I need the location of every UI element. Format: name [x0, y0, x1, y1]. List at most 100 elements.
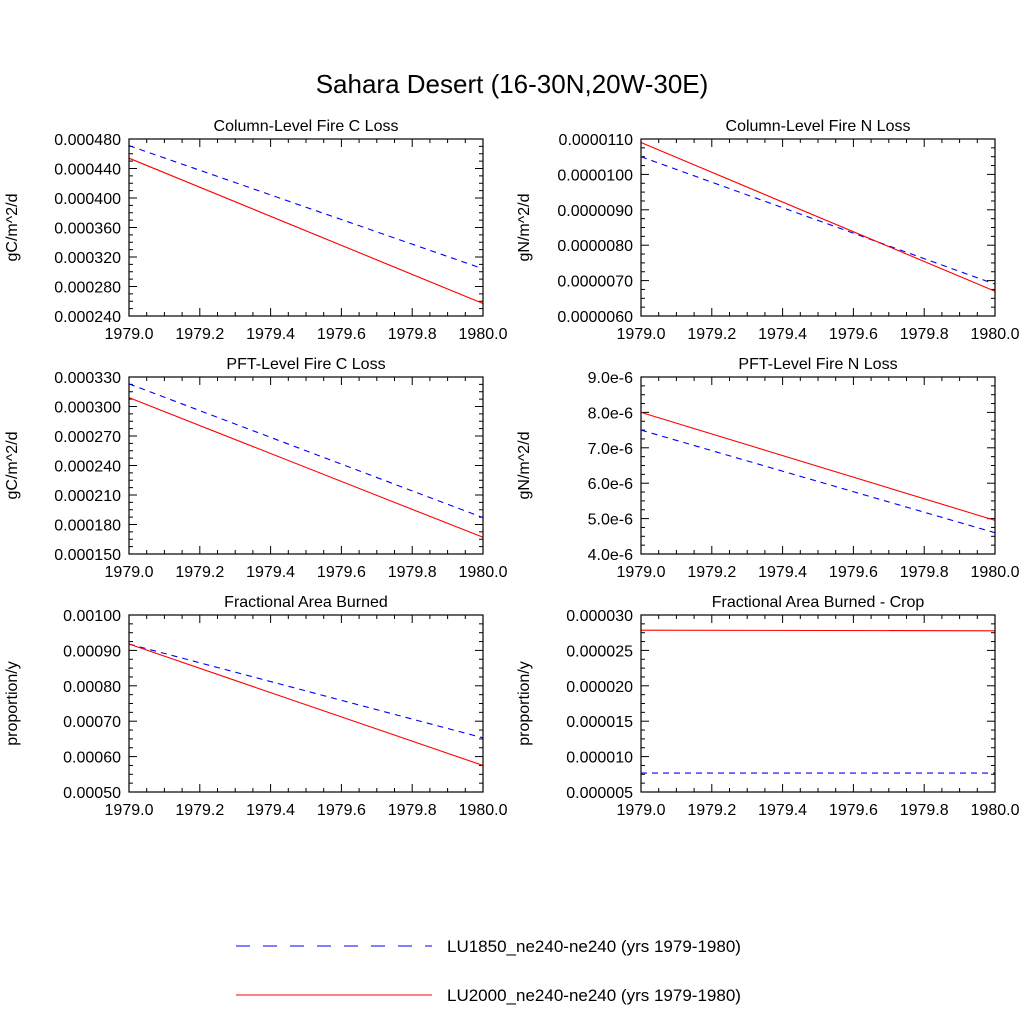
x-tick-label: 1979.2 — [687, 802, 736, 819]
y-tick-label: 0.000440 — [54, 162, 121, 179]
y-tick-label: 4.0e-6 — [588, 547, 633, 564]
y-tick-label: 0.0000070 — [557, 274, 633, 291]
legend-label: LU1850_ne240-ne240 (yrs 1979-1980) — [447, 937, 741, 956]
y-axis-label: proportion/y — [4, 661, 21, 746]
x-tick-label: 1979.8 — [900, 326, 949, 343]
y-tick-label: 0.00070 — [63, 714, 121, 731]
x-tick-label: 1979.0 — [105, 802, 154, 819]
y-tick-label: 0.000005 — [566, 785, 633, 802]
y-tick-label: 0.000150 — [54, 547, 121, 564]
y-tick-label: 5.0e-6 — [588, 512, 633, 529]
y-tick-label: 0.000300 — [54, 400, 121, 417]
x-tick-label: 1979.2 — [175, 326, 224, 343]
x-tick-label: 1979.0 — [105, 326, 154, 343]
chart-panel: PFT-Level Fire C Loss gC/m^2/d 1979.0 1979.… — [4, 356, 508, 581]
y-tick-label: 0.000270 — [54, 429, 121, 446]
series-line-lu2000 — [128, 157, 484, 304]
series-line-lu1850 — [640, 429, 996, 534]
y-tick-label: 0.0000100 — [557, 167, 633, 184]
x-tick-label: 1979.4 — [758, 802, 807, 819]
y-tick-label: 9.0e-6 — [588, 370, 633, 387]
x-tick-label: 1979.4 — [246, 564, 295, 581]
x-tick-label: 1979.6 — [829, 326, 878, 343]
chart-panel: Column-Level Fire N Loss gN/m^2/d 1979.0 19… — [516, 118, 1020, 343]
y-tick-label: 0.0000060 — [557, 309, 633, 326]
series-line-lu1850 — [128, 145, 484, 270]
panel-title: PFT-Level Fire C Loss — [226, 356, 385, 373]
x-tick-label: 1979.2 — [687, 326, 736, 343]
y-tick-label: 0.000020 — [566, 679, 633, 696]
y-tick-label: 0.000025 — [566, 643, 633, 660]
y-tick-label: 0.000010 — [566, 750, 633, 767]
panel-title: Column-Level Fire C Loss — [214, 118, 399, 135]
x-tick-label: 1979.4 — [246, 326, 295, 343]
y-tick-label: 6.0e-6 — [588, 476, 633, 493]
series-line-lu1850 — [128, 383, 484, 519]
x-tick-label: 1980.0 — [971, 326, 1020, 343]
y-tick-label: 0.000400 — [54, 191, 121, 208]
chart-panel: Fractional Area Burned proportion/y 1979.0… — [4, 594, 508, 819]
plot-frame — [640, 138, 996, 317]
series-line-lu2000 — [640, 629, 996, 632]
figure-title: Sahara Desert (16-30N,20W-30E) — [316, 69, 709, 99]
y-tick-label: 0.000320 — [54, 250, 121, 267]
x-tick-label: 1979.2 — [175, 564, 224, 581]
x-tick-label: 1979.6 — [829, 564, 878, 581]
x-tick-label: 1979.0 — [105, 564, 154, 581]
y-tick-label: 0.000015 — [566, 714, 633, 731]
x-tick-label: 1979.6 — [317, 564, 366, 581]
x-tick-label: 1979.0 — [617, 326, 666, 343]
plot-frame — [128, 376, 484, 555]
series-line-lu2000 — [128, 397, 484, 538]
y-tick-label: 0.000240 — [54, 309, 121, 326]
x-tick-label: 1979.8 — [900, 802, 949, 819]
y-axis-label: gC/m^2/d — [4, 432, 21, 500]
panel-title: Fractional Area Burned — [224, 594, 388, 611]
x-tick-label: 1979.8 — [388, 802, 437, 819]
x-tick-label: 1979.2 — [687, 564, 736, 581]
y-axis-label: proportion/y — [516, 661, 533, 746]
y-tick-label: 0.000330 — [54, 370, 121, 387]
x-tick-label: 1979.8 — [900, 564, 949, 581]
chart-panel: Fractional Area Burned - Crop proportion/… — [516, 594, 1020, 819]
chart-panel: PFT-Level Fire N Loss gN/m^2/d 1979.0 1979.… — [516, 356, 1020, 581]
plot-frame — [640, 614, 996, 793]
panel-grid: Column-Level Fire C Loss gC/m^2/d 1979.0 19… — [4, 118, 1020, 819]
x-tick-label: 1979.8 — [388, 326, 437, 343]
y-tick-label: 0.000030 — [566, 608, 633, 625]
y-axis-label: gN/m^2/d — [516, 194, 533, 262]
plot-frame — [128, 614, 484, 793]
y-tick-label: 0.000360 — [54, 221, 121, 238]
series-line-lu2000 — [128, 643, 484, 766]
legend-entry: LU2000_ne240-ne240 (yrs 1979-1980) — [236, 986, 741, 1005]
plot-frame — [640, 376, 996, 555]
y-tick-label: 0.000240 — [54, 459, 121, 476]
x-tick-label: 1979.0 — [617, 802, 666, 819]
x-tick-label: 1979.0 — [617, 564, 666, 581]
series-line-lu1850 — [640, 156, 996, 285]
y-axis-label: gC/m^2/d — [4, 194, 21, 262]
x-tick-label: 1980.0 — [971, 802, 1020, 819]
x-tick-label: 1979.6 — [317, 802, 366, 819]
y-tick-label: 0.00060 — [63, 750, 121, 767]
x-tick-label: 1979.8 — [388, 564, 437, 581]
x-tick-label: 1979.4 — [758, 326, 807, 343]
y-tick-label: 0.000480 — [54, 132, 121, 149]
series-line-lu2000 — [640, 142, 996, 292]
chart-panel: Column-Level Fire C Loss gC/m^2/d 1979.0 19… — [4, 118, 508, 343]
y-tick-label: 7.0e-6 — [588, 441, 633, 458]
series-line-lu2000 — [640, 411, 996, 521]
y-tick-label: 0.00080 — [63, 679, 121, 696]
y-tick-label: 0.0000090 — [557, 203, 633, 220]
series-line-lu1850 — [128, 643, 484, 739]
y-tick-label: 0.000210 — [54, 488, 121, 505]
y-tick-label: 0.0000110 — [559, 132, 634, 149]
y-axis-label: gN/m^2/d — [516, 432, 533, 500]
x-tick-label: 1980.0 — [459, 326, 508, 343]
x-tick-label: 1980.0 — [971, 564, 1020, 581]
x-tick-label: 1980.0 — [459, 564, 508, 581]
legend-label: LU2000_ne240-ne240 (yrs 1979-1980) — [447, 986, 741, 1005]
y-tick-label: 0.00090 — [63, 643, 121, 660]
x-tick-label: 1980.0 — [459, 802, 508, 819]
legend: LU1850_ne240-ne240 (yrs 1979-1980) LU2000… — [236, 937, 741, 1005]
